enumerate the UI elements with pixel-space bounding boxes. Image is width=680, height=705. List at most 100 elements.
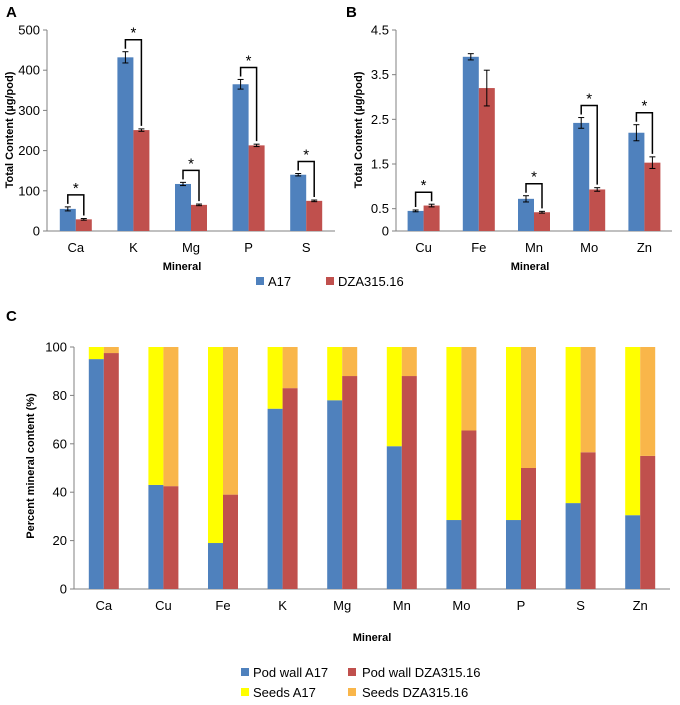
panel-a-bar-p-dza — [248, 145, 265, 231]
panel-c-ytick-label: 20 — [53, 533, 67, 548]
panel-c-xtick-label: Ca — [95, 598, 112, 613]
legend-swatch-seeds-dza — [348, 688, 356, 696]
panel-a-ylabel: Total Content (µg/pod) — [4, 71, 16, 188]
panel-c-xtick-label: Mg — [333, 598, 351, 613]
panel-c-ytick-label: 60 — [53, 436, 67, 451]
panel-a-significance-bracket — [67, 194, 85, 216]
panel-c-bar-zn-pod-wall-a17 — [625, 515, 641, 589]
legend-c: Pod wall A17 Pod wall DZA315.16 Seeds A1… — [241, 665, 481, 700]
panel-c-xtick-label: Mn — [393, 598, 411, 613]
panel-c-bar-mo-seeds-a17 — [446, 347, 462, 521]
panel-c-bar-mg-pod-wall-a17 — [327, 400, 343, 589]
legend-label-pod-wall-a17: Pod wall A17 — [253, 665, 328, 680]
panel-a-xtick-label: Mg — [182, 240, 200, 255]
panel-a-xtick-label: Ca — [67, 240, 84, 255]
panel-c-bar-cu-seeds-dza — [163, 347, 179, 487]
panel-a-ytick-label: 300 — [18, 103, 40, 118]
panel-c-xtick-label: S — [576, 598, 585, 613]
panel-b-significance-bracket — [635, 111, 654, 154]
panel-b-significance-bracket — [580, 104, 598, 185]
panel-c-bar-ca-pod-wall-a17 — [88, 359, 104, 589]
panel-b-bar-cu-a17 — [407, 210, 424, 231]
legend-label-seeds-a17: Seeds A17 — [253, 685, 316, 700]
legend-swatch-seeds-a17 — [241, 688, 249, 696]
panel-c-bar-zn-seeds-dza — [640, 347, 656, 456]
panel-c-bar-mn-pod-wall-a17 — [386, 446, 402, 589]
panel-b-significance-star: * — [421, 177, 427, 194]
panel-b-significance-bracket — [414, 191, 433, 208]
panel-c-bar-mo-pod-wall-a17 — [446, 520, 462, 589]
panel-a-bar-ca-a17 — [59, 208, 76, 231]
panel-b-xlabel: Mineral — [511, 261, 550, 273]
panel-c-bar-s-seeds-dza — [580, 347, 596, 453]
panel-a-significance-bracket — [182, 169, 200, 202]
panel-b-ytick-label: 3.5 — [371, 67, 389, 82]
panel-a-xtick-label: K — [129, 240, 138, 255]
panel-c-bar-k-pod-wall-a17 — [267, 408, 283, 589]
panel-c-xtick-label: Cu — [155, 598, 172, 613]
panel-a-significance-star: * — [303, 147, 309, 164]
panel-a-ytick-label: 200 — [18, 143, 40, 158]
panel-label-a: A — [6, 4, 17, 21]
panel-c-bar-mo-seeds-dza — [461, 347, 477, 431]
panel-c-bar-k-pod-wall-dza — [282, 388, 298, 589]
panel-c-bar-p-seeds-dza — [521, 347, 536, 468]
panel-b-ytick-label: 0 — [382, 224, 389, 239]
panel-a-xtick-label: S — [302, 240, 311, 255]
panel-b-xtick-label: Mo — [580, 240, 598, 255]
panel-b-bar-cu-dza — [423, 205, 440, 231]
panel-b-bar-mn-dza — [534, 212, 550, 231]
panel-b-xtick-label: Fe — [471, 240, 486, 255]
legend-swatch-pod-wall-a17 — [241, 668, 249, 676]
panel-b-significance-bracket — [525, 182, 543, 209]
panel-b-chart: 0 0.5 1.5 2.5 3.5 4.5 Cu * Fe Mn * Mo * Zn * — [371, 23, 672, 255]
panel-b-ylabel: Total Content (µg/pod) — [353, 71, 365, 188]
panel-c-chart: 0 20 40 60 80 100 Ca Cu Fe K Mg Mn Mo P S Zn — [45, 340, 670, 613]
panel-b-ytick-label: 4.5 — [371, 23, 389, 38]
panel-label-c: C — [6, 308, 17, 325]
panel-c-bar-s-pod-wall-a17 — [565, 503, 581, 589]
panel-b-significance-star: * — [641, 98, 647, 115]
panel-c-bar-s-seeds-a17 — [565, 347, 581, 504]
legend-ab: A17 DZA315.16 — [256, 274, 404, 289]
panel-a-bar-k-a17 — [117, 57, 134, 231]
panel-c-bar-ca-pod-wall-dza — [103, 353, 119, 589]
panel-a-bar-mg-a17 — [175, 183, 191, 231]
panel-a-bar-s-dza — [306, 200, 323, 231]
panel-c-bar-mn-seeds-dza — [401, 347, 417, 377]
panel-c-ytick-label: 100 — [45, 340, 67, 355]
panel-c-xtick-label: P — [517, 598, 526, 613]
panel-c-bar-fe-pod-wall-a17 — [208, 543, 223, 589]
panel-c-bar-mg-pod-wall-dza — [342, 376, 358, 589]
panel-c-xtick-label: Mo — [452, 598, 470, 613]
panel-c-xtick-label: Fe — [215, 598, 230, 613]
panel-b-bar-zn-dza — [644, 162, 661, 231]
panel-b-bar-zn-a17 — [628, 132, 645, 231]
panel-b-significance-star: * — [586, 91, 592, 108]
panel-c-bar-mg-seeds-dza — [342, 347, 358, 377]
panel-c-ylabel: Percent mineral content (%) — [25, 393, 37, 539]
panel-c-bar-fe-seeds-dza — [223, 347, 238, 495]
legend-label-dza: DZA315.16 — [338, 274, 404, 289]
panel-b-xtick-label: Mn — [525, 240, 543, 255]
panel-c-bar-p-pod-wall-a17 — [506, 520, 521, 589]
panel-b-bar-mn-a17 — [518, 198, 534, 231]
panel-a-significance-bracket — [297, 160, 315, 198]
panel-c-xtick-label: K — [278, 598, 287, 613]
panel-c-ytick-label: 0 — [60, 582, 67, 597]
panel-b-bar-fe-dza — [478, 88, 495, 231]
panel-a-significance-bracket — [239, 66, 258, 142]
panel-b-xtick-label: Zn — [637, 240, 652, 255]
panel-c-bar-mo-pod-wall-dza — [461, 430, 477, 589]
panel-c-bar-ca-seeds-a17 — [88, 347, 104, 360]
panel-b-ytick-label: 1.5 — [371, 157, 389, 172]
panel-c-bar-ca-seeds-dza — [103, 347, 119, 354]
panel-a-chart: 0 100 200 300 400 500 Ca * K * Mg * P * S * — [18, 23, 335, 255]
panel-c-bar-fe-seeds-a17 — [208, 347, 223, 544]
panel-c-bar-mg-seeds-a17 — [327, 347, 343, 401]
panel-a-ytick-label: 0 — [33, 224, 40, 239]
panel-b-significance-star: * — [531, 169, 537, 186]
panel-c-bar-mn-seeds-a17 — [386, 347, 402, 447]
panel-c-bar-s-pod-wall-dza — [580, 452, 596, 589]
